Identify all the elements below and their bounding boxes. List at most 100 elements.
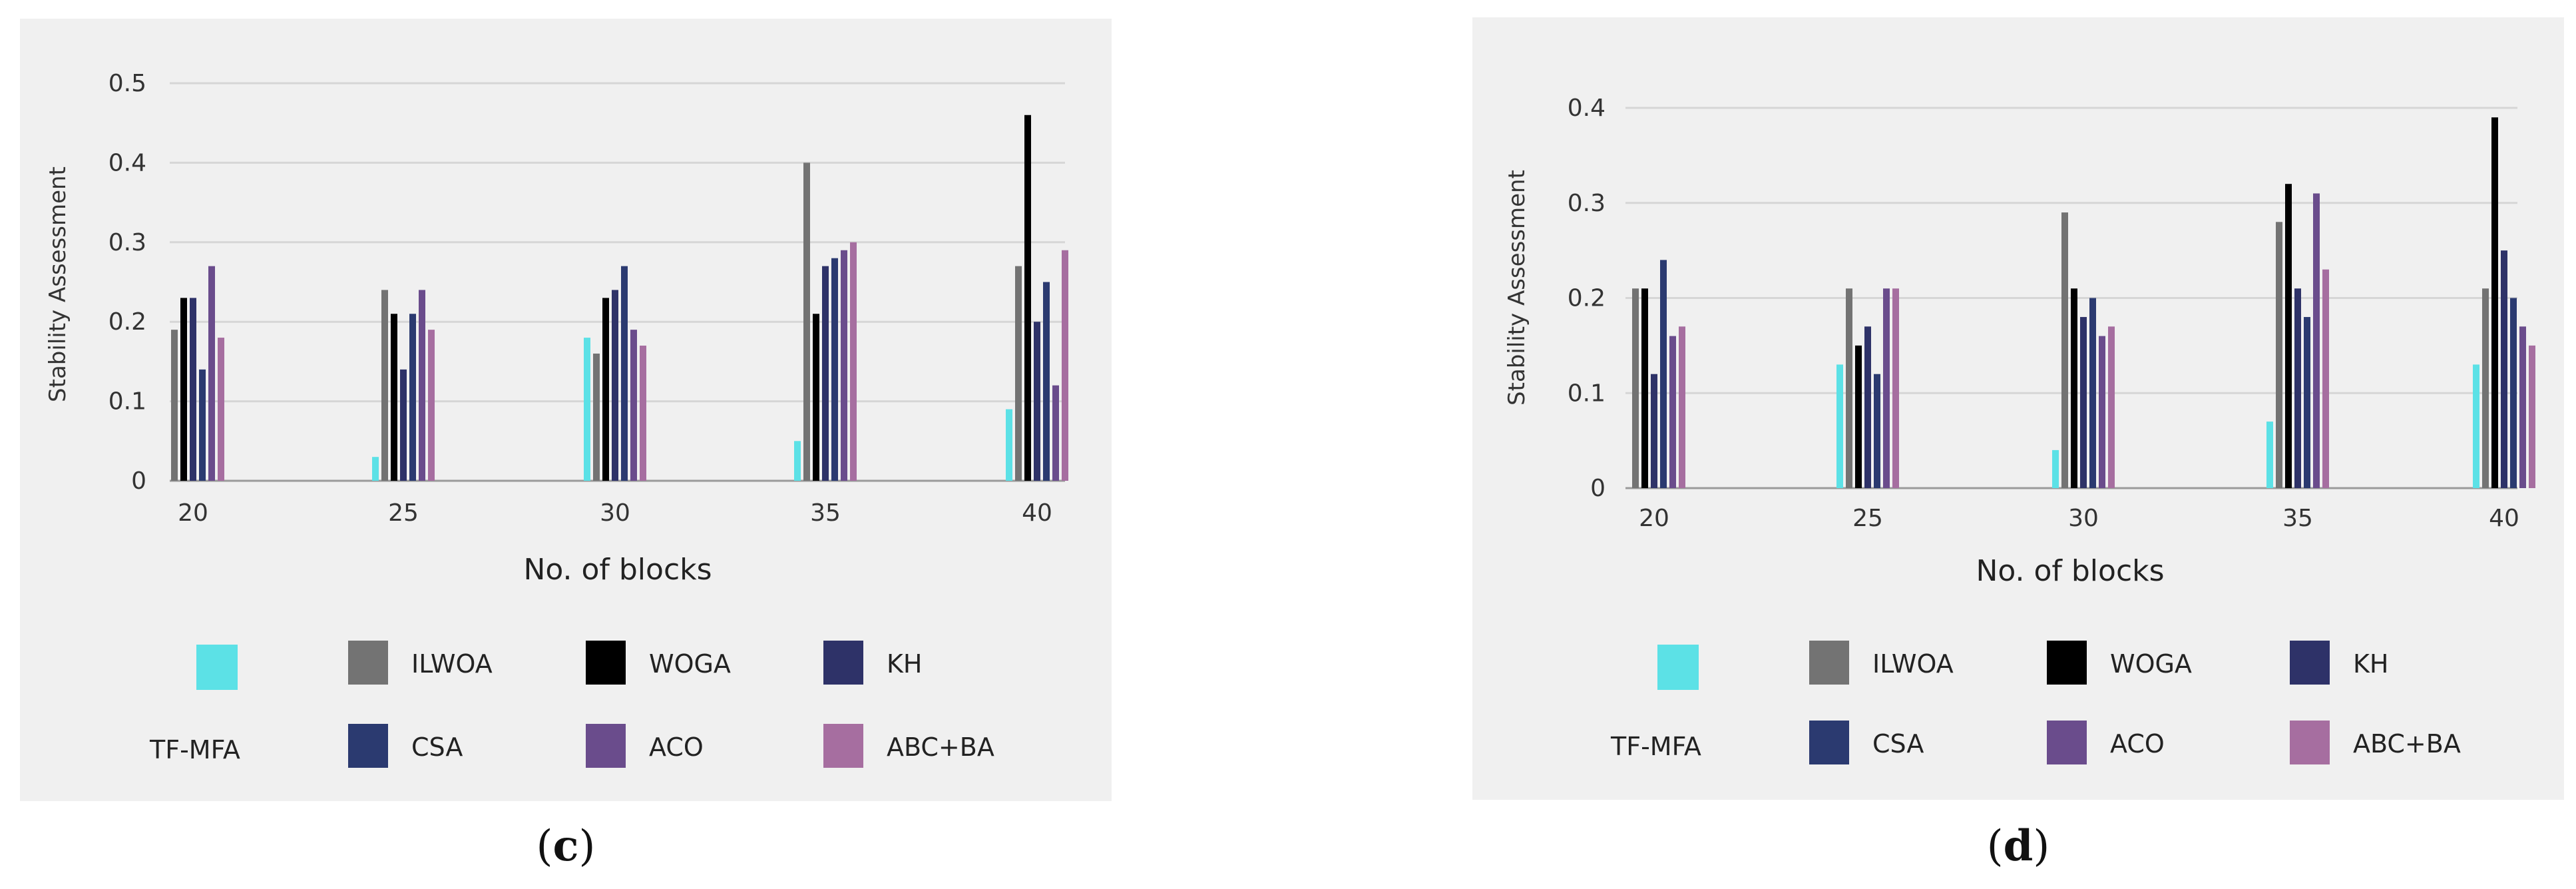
legend-label: KH [887, 649, 923, 679]
legend-item-woga: WOGA [2047, 641, 2192, 685]
bar-aco-35 [2313, 193, 2320, 488]
bar-csa-25 [409, 314, 416, 481]
legend-swatch [1809, 641, 1849, 685]
bar-kh-30 [2080, 317, 2087, 488]
y-tick-label: 0.5 [108, 70, 146, 97]
bar-ilwoa-40 [1015, 266, 1022, 481]
y-tick-label: 0.1 [108, 388, 146, 416]
bar-ilwoa-40 [2482, 288, 2489, 488]
x-tick-label: 25 [1852, 505, 1883, 532]
bar-ilwoa-35 [803, 162, 810, 481]
legend-label: TF-MFA [1610, 732, 1701, 761]
y-tick-label: 0.1 [1568, 380, 1606, 407]
bar-csa-35 [831, 258, 838, 481]
bar-ilwoa-25 [1846, 288, 1852, 488]
bar-abc-ba-35 [2322, 269, 2329, 488]
bar-aco-30 [2099, 336, 2105, 488]
bar-kh-40 [1034, 322, 1040, 481]
legend-swatch [348, 724, 388, 768]
legend-label: WOGA [649, 649, 731, 679]
y-tick-label: 0.2 [1568, 285, 1606, 312]
bar-woga-25 [1855, 345, 1862, 488]
bar-abc-ba-35 [850, 242, 857, 481]
legend-item-ilwoa: ILWOA [1809, 641, 1954, 685]
bar-csa-20 [199, 369, 206, 481]
caption-close-paren: ) [578, 822, 595, 871]
legend-swatch [2290, 641, 2330, 685]
legend-item-tf-mfa: TF-MFA [149, 645, 240, 764]
x-tick-label: 30 [600, 499, 630, 527]
bar-woga-20 [180, 298, 187, 481]
legend-item-aco: ACO [586, 724, 704, 768]
caption-close-paren: ) [2033, 822, 2049, 871]
legend-swatch [586, 641, 626, 685]
y-tick-label: 0.3 [108, 229, 146, 256]
bar-abc-ba-25 [1892, 288, 1899, 488]
bar-abc-ba-30 [640, 346, 646, 481]
legend-swatch [2047, 641, 2087, 685]
x-tick-label: 35 [810, 499, 841, 527]
plot-area: 0 0.1 0.2 0.3 0.4 0.5 20 25 30 35 40 [108, 70, 1068, 527]
x-tick-label: 20 [1639, 505, 1669, 532]
bar-woga-30 [602, 298, 609, 481]
legend-label: ILWOA [1872, 649, 1954, 679]
x-tick-label: 40 [2489, 505, 2519, 532]
bar-tf-mfa-25 [372, 457, 379, 481]
legend-label: KH [2353, 649, 2389, 679]
bar-tf-mfa-30 [584, 338, 590, 481]
bar-tf-mfa-35 [794, 441, 801, 481]
legend-item-aco: ACO [2047, 721, 2165, 764]
x-tick-label: 30 [2068, 505, 2099, 532]
legend-label: ACO [649, 733, 704, 762]
bar-ilwoa-20 [171, 330, 178, 481]
x-axis-label: No. of blocks [1976, 554, 2164, 588]
legend-item-kh: KH [2290, 641, 2389, 685]
bar-tf-mfa-35 [2266, 422, 2273, 488]
legend-item-csa: CSA [348, 724, 463, 768]
legend: TF-MFA ILWOA WOGA KH CSA ACO ABC+BA [1610, 641, 2461, 764]
bar-ilwoa-25 [381, 290, 388, 481]
legend-label: ILWOA [411, 649, 493, 679]
y-tick-label: 0 [1590, 475, 1606, 502]
bar-csa-30 [621, 266, 628, 481]
bar-abc-ba-20 [218, 338, 224, 481]
legend-item-ilwoa: ILWOA [348, 641, 493, 685]
legend-label: TF-MFA [149, 735, 240, 764]
plot-area: 0 0.1 0.2 0.3 0.4 20 25 30 35 40 [1568, 95, 2535, 532]
x-tick-label: 25 [388, 499, 419, 527]
caption-letter: c [553, 821, 579, 871]
bar-aco-20 [208, 266, 215, 481]
bar-csa-40 [1043, 282, 1050, 481]
y-tick-label: 0 [131, 467, 146, 495]
bar-aco-40 [2519, 326, 2526, 488]
bar-woga-20 [1641, 288, 1648, 488]
y-axis-label: Stability Assessment [1504, 170, 1530, 406]
legend-swatch [1809, 721, 1849, 764]
legend-label: CSA [411, 733, 463, 762]
bar-kh-30 [612, 290, 618, 481]
x-tick-label: 35 [2282, 505, 2313, 532]
bar-tf-mfa-30 [2052, 449, 2059, 488]
x-tick-label: 20 [178, 499, 208, 527]
bar-aco-35 [841, 250, 847, 481]
legend-swatch [196, 645, 238, 690]
caption-open-paren: ( [537, 822, 553, 871]
bar-tf-mfa-40 [2473, 364, 2479, 488]
bar-abc-ba-40 [1062, 250, 1068, 481]
legend-swatch [823, 641, 863, 685]
x-axis-label: No. of blocks [523, 553, 712, 587]
chart-panel-c: 0 0.1 0.2 0.3 0.4 0.5 20 25 30 35 40 Stability Ass… [20, 19, 1112, 871]
chart-panel-d: 0 0.1 0.2 0.3 0.4 20 25 30 35 40 Stability Assess… [1472, 17, 2564, 871]
x-tick-label: 40 [1022, 499, 1052, 527]
legend-swatch [2047, 721, 2087, 764]
bar-woga-40 [2491, 117, 2498, 488]
bar-kh-40 [2501, 250, 2507, 488]
bar-abc-ba-20 [1679, 326, 1685, 488]
bar-woga-25 [391, 314, 397, 481]
bar-aco-25 [419, 290, 425, 481]
bar-kh-25 [400, 369, 407, 481]
legend-item-abc-ba: ABC+BA [2290, 721, 2461, 764]
bar-csa-25 [1874, 374, 1880, 488]
bar-aco-20 [1669, 336, 1676, 488]
bar-csa-30 [2089, 298, 2096, 488]
